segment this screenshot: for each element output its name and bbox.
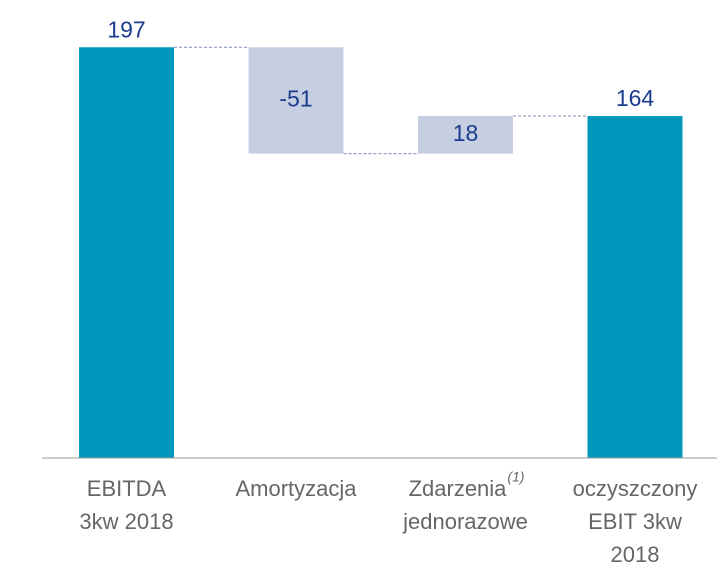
x-tick-label: EBITDA <box>87 476 167 501</box>
x-tick-label: Amortyzacja <box>235 476 357 501</box>
value-label: 164 <box>616 85 655 111</box>
value-label: 197 <box>107 16 145 42</box>
bar <box>418 116 513 154</box>
x-tick-label: Zdarzenia <box>409 476 508 501</box>
x-tick-label: 3kw 2018 <box>79 509 173 534</box>
bar <box>248 47 344 154</box>
bar <box>587 116 683 458</box>
footnote-mark: (1) <box>507 469 524 485</box>
x-tick-label: EBIT 3kw <box>588 509 682 534</box>
bar <box>79 47 174 458</box>
x-tick-label: oczyszczony <box>573 476 698 501</box>
value-label: -51 <box>279 86 312 112</box>
x-tick-label: 2018 <box>611 542 660 566</box>
x-tick-label: jednorazowe <box>402 509 528 534</box>
value-label: 18 <box>453 120 479 146</box>
